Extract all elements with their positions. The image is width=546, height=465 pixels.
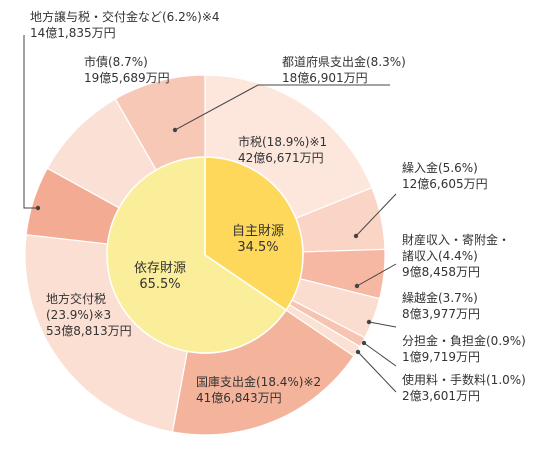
- inner-label-0: 自主財源 34.5%: [232, 224, 284, 255]
- inner-slice-0: [204, 156, 304, 312]
- leader-dot-0: [353, 233, 359, 239]
- leader-dot-2: [366, 319, 372, 325]
- leader-dot-3: [361, 340, 367, 346]
- outer-label-3: 繰越金(3.7%) 8億3,977万円: [402, 290, 480, 321]
- leader-dot-1: [354, 283, 360, 289]
- inner-slice-1: [106, 156, 288, 354]
- leader-line-6-b: [174, 84, 259, 131]
- outer-label-0: 市税(18.9%)※1 42億6,671万円: [238, 134, 327, 165]
- leader-dot-6: [172, 127, 178, 133]
- leader-dot-5: [35, 205, 41, 211]
- leader-line-1: [356, 263, 397, 287]
- outer-label-10: 都道府県支出金(8.3%) 18億6,901万円: [282, 54, 406, 85]
- labels: 自主財源 34.5% 依存財源 65.5% 市税(18.9%)※1 42億6,671万円繰…: [30, 9, 526, 405]
- outer-label-8: 地方譲与税・交付金など(6.2%)※4 14億1,835万円: [30, 9, 220, 40]
- outer-label-9: 市債(8.7%) 19億5,689万円: [84, 54, 170, 85]
- leader-line-0: [355, 193, 397, 237]
- outer-label-6: 国庫支出金(18.4%)※2 41億6,843万円: [196, 374, 321, 405]
- outer-label-1: 繰入金(5.6%) 12億6,605万円: [402, 160, 488, 191]
- leader-lines: [23, 35, 397, 393]
- leader-line-3: [363, 342, 397, 367]
- leader-line-2: [368, 321, 397, 328]
- inner-label-1: 依存財源 65.5%: [134, 261, 186, 292]
- inner-ring: [106, 156, 304, 354]
- outer-label-7: 地方交付税(23.9%)※3 53億8,813万円: [46, 291, 132, 338]
- outer-label-5: 使用料・手数料(1.0%) 2億3,601万円: [402, 372, 526, 403]
- leader-line-5: [23, 35, 38, 209]
- outer-label-2: 財産収入・寄附金・諸収入(4.4%) 9億8,458万円: [402, 232, 510, 279]
- leader-line-4: [357, 351, 397, 393]
- leader-dot-4: [355, 349, 361, 355]
- outer-ring: [24, 74, 386, 436]
- outer-label-4: 分担金・負担金(0.9%) 1億9,719万円: [402, 333, 526, 364]
